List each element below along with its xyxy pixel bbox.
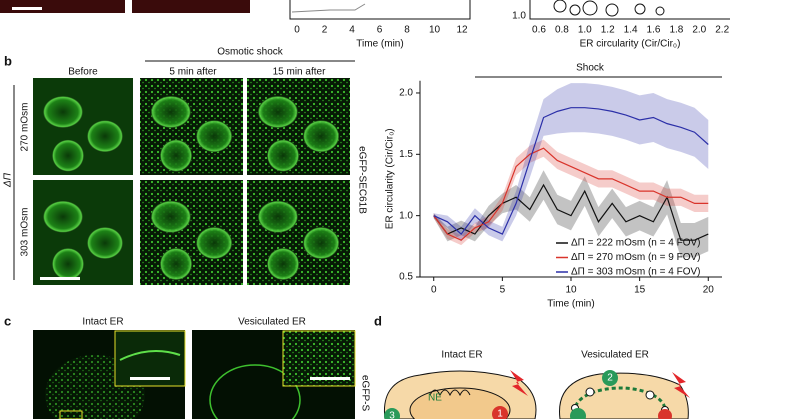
x-tick-label: 10 <box>565 285 577 296</box>
panel-letter: b <box>4 53 12 68</box>
column-label: Intact ER <box>441 350 482 361</box>
nucleus <box>257 95 298 128</box>
x-tick-label: 0 <box>431 285 437 296</box>
marker-label: eGFP-SEC61B <box>356 146 367 214</box>
scale-bar <box>40 277 80 280</box>
nucleus <box>303 120 340 153</box>
tick-label: 1.8 <box>669 25 683 36</box>
error-band <box>433 170 709 258</box>
panel-letter: d <box>374 313 382 328</box>
column-label: 15 min after <box>273 67 326 78</box>
cell-diagrams <box>383 370 690 419</box>
tick-label: 0 <box>294 25 300 36</box>
tick-label: 1.0 <box>578 25 592 36</box>
nucleus <box>303 227 340 259</box>
scatter-circles <box>553 0 665 17</box>
tick-label: 6 <box>377 25 383 36</box>
diagram-label: 1 <box>497 409 503 419</box>
tick-label: 0.6 <box>532 25 546 36</box>
tick-label: 1.4 <box>624 25 638 36</box>
nucleus <box>257 200 298 233</box>
nucleus <box>87 120 123 153</box>
tick-label: 2.2 <box>715 25 729 36</box>
nucleus <box>150 200 191 233</box>
tick-label: 2 <box>322 25 328 36</box>
x-tick-label: 5 <box>500 285 506 296</box>
nucleus <box>196 120 233 153</box>
tick-label: 10 <box>429 25 441 36</box>
error-band <box>433 139 709 246</box>
diagram-label: 3 <box>389 411 395 419</box>
row-group-label: ΔΠ <box>3 172 14 188</box>
nucleus <box>160 248 193 280</box>
nucleus <box>43 200 83 233</box>
y-tick-label: 0.5 <box>399 272 413 283</box>
diagram-label: NE <box>428 393 442 404</box>
error-band <box>433 83 709 242</box>
nucleus <box>52 248 84 280</box>
legend-label: ΔΠ = 222 mOsm (n = 4 FOV) <box>571 238 701 249</box>
legend-label: ΔΠ = 303 mOsm (n = 4 FOV) <box>571 267 701 278</box>
column-label: Osmotic shock <box>217 47 284 58</box>
legend-label: ΔΠ = 270 mOsm (n = 9 FOV) <box>571 252 701 263</box>
series-line <box>433 147 709 241</box>
column-label: Vesiculated ER <box>581 350 649 361</box>
x-tick-label: 20 <box>703 285 715 296</box>
tick-label: 0.8 <box>555 25 569 36</box>
nucleus <box>267 139 300 172</box>
row-label: 303 mOsm <box>20 208 31 257</box>
top-labels: 0 2 4 6 8 10 12 0.6 0.8 1.0 1.2 1.4 1.6 1.8 2.0 2.2 <box>294 25 729 36</box>
column-label: 5 min after <box>169 67 217 78</box>
column-label: Before <box>68 67 98 78</box>
marker-label: eGFP-S <box>359 375 370 411</box>
x-axis-label: Time (min) <box>547 299 594 310</box>
nucleus <box>43 95 83 128</box>
annotation: Shock <box>576 63 605 74</box>
x-tick-label: 15 <box>634 285 646 296</box>
y-tick-label: 2.0 <box>399 88 413 99</box>
tick-label: 1.0 <box>512 11 526 22</box>
y-tick-label: 1.0 <box>399 210 413 221</box>
axis-label: Time (min) <box>356 39 403 50</box>
diagram-label: 2 <box>607 373 613 384</box>
nucleus <box>87 227 123 259</box>
nucleus <box>196 227 233 259</box>
tick-label: 4 <box>349 25 355 36</box>
line-chart: 0 5 10 15 20 0.5 1.0 1.5 2.0 Time (min) ER circula… <box>385 63 722 310</box>
nucleus <box>52 139 84 172</box>
tick-label: 1.2 <box>601 25 615 36</box>
tick-label: 8 <box>404 25 410 36</box>
column-label: Intact ER <box>82 317 123 328</box>
column-label: Vesiculated ER <box>238 317 306 328</box>
series-line <box>433 107 709 235</box>
tick-label: 12 <box>456 25 468 36</box>
y-tick-label: 1.5 <box>399 149 413 160</box>
micrographs <box>33 78 350 285</box>
y-axis-label: ER circularity (Cir/Cir₀) <box>385 128 396 229</box>
tick-label: 2.0 <box>692 25 706 36</box>
tick-label: 1.6 <box>647 25 661 36</box>
row-label: 270 mOsm <box>20 103 31 152</box>
top-images <box>0 0 250 13</box>
nucleus <box>150 95 191 128</box>
series-line <box>433 183 709 241</box>
axis-label: ER circularity (Cir/Cir₀) <box>580 39 681 50</box>
panel-letter: c <box>4 313 11 328</box>
micrographs-c <box>33 330 356 419</box>
nucleus <box>160 139 193 172</box>
top-axes <box>289 0 730 20</box>
nucleus <box>267 248 300 280</box>
